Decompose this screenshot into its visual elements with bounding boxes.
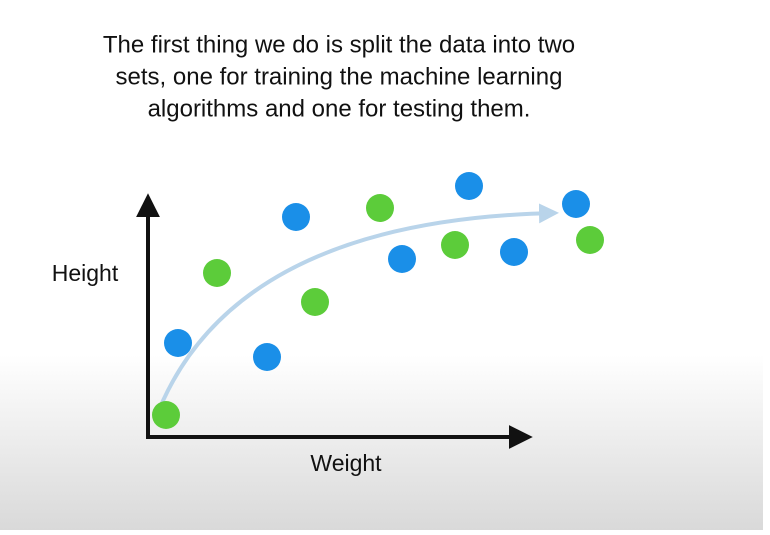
green-dots [152, 194, 604, 429]
dot [441, 231, 469, 259]
dot [282, 203, 310, 231]
caption-line: sets, one for training the machine learn… [116, 63, 563, 90]
dot [500, 238, 528, 266]
dot [152, 401, 180, 429]
dot [455, 172, 483, 200]
dot [562, 190, 590, 218]
x-axis-label: Weight [310, 450, 382, 476]
dot [203, 259, 231, 287]
dot [164, 329, 192, 357]
dot [576, 226, 604, 254]
dot [388, 245, 416, 273]
trend-arrow [153, 203, 559, 421]
backdrop [0, 355, 763, 530]
caption-line: The first thing we do is split the data … [103, 31, 575, 58]
y-axis-label: Height [52, 260, 119, 286]
caption-line: algorithms and one for testing them. [148, 95, 531, 122]
dot [366, 194, 394, 222]
dot [301, 288, 329, 316]
blue-dots [164, 172, 590, 371]
dot [253, 343, 281, 371]
